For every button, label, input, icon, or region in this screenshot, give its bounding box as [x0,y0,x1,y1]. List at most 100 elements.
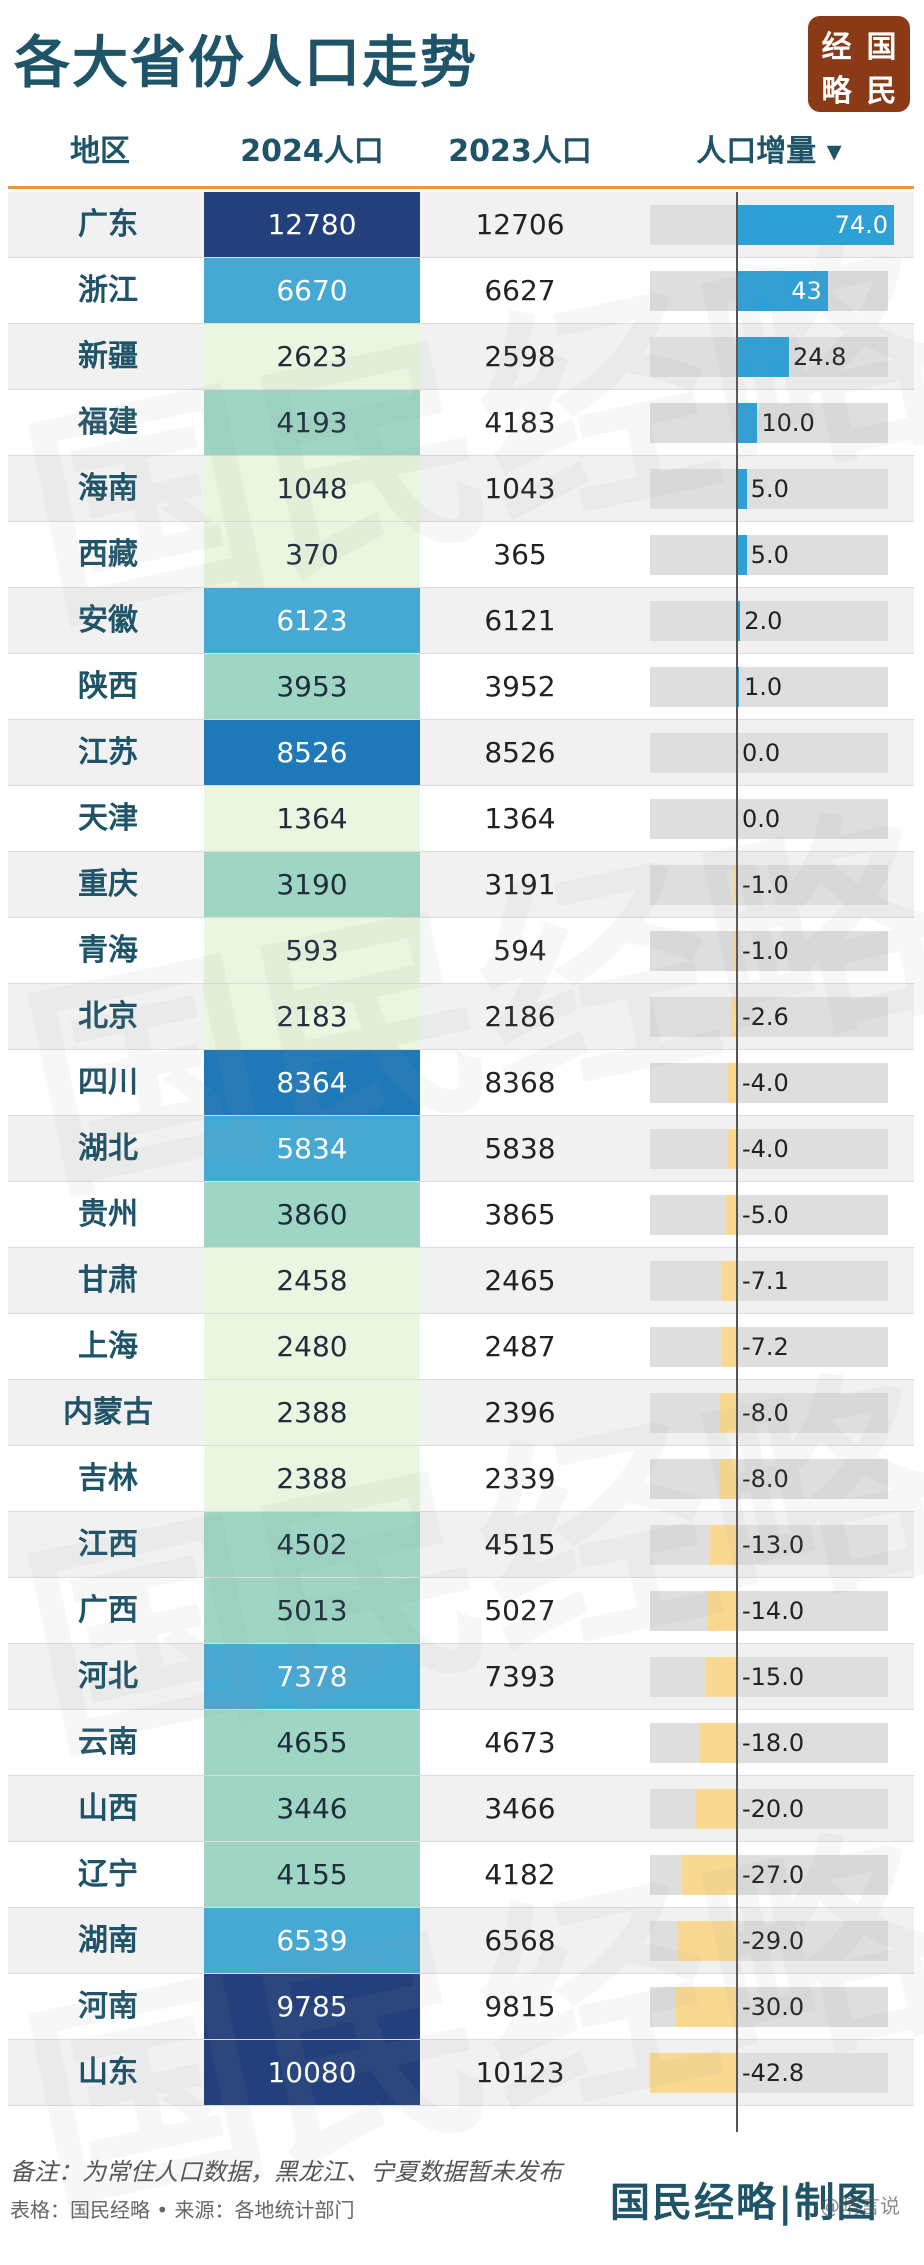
bar-track [650,1459,888,1499]
region-cell: 云南 [78,1725,138,1760]
region-cell: 海南 [78,471,138,506]
change-bar [705,1657,736,1697]
table-row: 安徽 6123 6121 2.0 [8,588,914,654]
population-2024-cell: 3860 [204,1182,420,1248]
row-divider [8,1907,914,1908]
change-bar [730,997,736,1037]
population-2024-cell: 3953 [204,654,420,720]
change-bar [719,1393,736,1433]
population-2023-cell: 1364 [484,802,556,835]
change-bar [707,1591,736,1631]
population-2024-cell: 2388 [204,1380,420,1446]
population-2024-cell: 6123 [204,588,420,654]
region-cell: 广东 [78,207,138,242]
population-2023-cell: 2396 [484,1396,556,1429]
change-label: -4.0 [742,1135,789,1163]
row-divider [8,2039,914,2040]
population-2023-cell: 2339 [484,1462,556,1495]
table-row: 青海 593 594 -1.0 [8,918,914,984]
logo-char: 国 [866,30,897,65]
table-row: 内蒙古 2388 2396 -8.0 [8,1380,914,1446]
table-row: 贵州 3860 3865 -5.0 [8,1182,914,1248]
population-2023-cell: 365 [493,538,547,571]
population-2024-cell: 4502 [204,1512,420,1578]
logo-char: 略 [821,74,852,109]
row-divider [8,653,914,654]
column-header-change[interactable]: 人口增量 ▾ [696,134,842,169]
population-2023-cell: 3952 [484,670,556,703]
row-divider [8,323,914,324]
logo-char: 经 [821,30,852,65]
change-bar [675,1987,736,2027]
change-label: 1.0 [744,673,783,701]
bar-track [650,1393,888,1433]
change-bar [719,1459,736,1499]
row-divider [8,851,914,852]
population-2024-cell: 9785 [204,1974,420,2040]
row-divider [8,1511,914,1512]
change-bar [736,205,894,245]
region-cell: 江苏 [78,735,138,770]
population-2023-cell: 8526 [484,736,556,769]
bar-track [650,403,888,443]
change-label: -30.0 [742,1993,805,2021]
bar-track [650,931,888,971]
row-divider [8,1445,914,1446]
bar-track [650,1327,888,1367]
region-cell: 陕西 [78,669,138,704]
change-label: -29.0 [742,1927,805,1955]
row-divider [8,1973,914,1974]
change-bar [736,337,789,377]
population-2024-cell: 8364 [204,1050,420,1116]
bar-track [650,535,888,575]
table-row: 山东 10080 10123 -42.8 [8,2040,914,2106]
change-bar [727,1063,736,1103]
row-divider [8,521,914,522]
change-label: -20.0 [742,1795,805,1823]
population-2024-cell: 4193 [204,390,420,456]
header-divider [8,186,914,189]
row-divider [8,1049,914,1050]
column-header-2024: 2024人口 [240,134,384,169]
change-bar [736,271,828,311]
table-row: 新疆 2623 2598 24.8 [8,324,914,390]
population-2024-cell: 2183 [204,984,420,1050]
change-label: -14.0 [742,1597,805,1625]
population-2023-cell: 6568 [484,1924,556,1957]
region-cell: 辽宁 [78,1857,138,1892]
region-cell: 西藏 [78,537,138,572]
change-bar [736,601,741,641]
population-2024-cell: 370 [204,522,420,588]
row-divider [8,983,914,984]
region-cell: 内蒙古 [63,1395,153,1430]
population-2023-cell: 8368 [484,1066,556,1099]
population-2024-cell: 2623 [204,324,420,390]
population-2023-cell: 4673 [484,1726,556,1759]
change-label: -8.0 [742,1399,789,1427]
table-row: 甘肃 2458 2465 -7.1 [8,1248,914,1314]
row-divider [8,917,914,918]
table-row: 云南 4655 4673 -18.0 [8,1710,914,1776]
table-row: 天津 1364 1364 0.0 [8,786,914,852]
population-2023-cell: 12706 [475,208,565,241]
row-divider [8,1643,914,1644]
table-row: 广西 5013 5027 -14.0 [8,1578,914,1644]
population-2024-cell: 2480 [204,1314,420,1380]
change-bar [733,931,736,971]
column-header-2023: 2023人口 [448,134,592,169]
logo-char: 民 [866,74,897,109]
bar-track [650,1195,888,1235]
change-bar [736,403,758,443]
bar-track [650,1657,888,1697]
table-row: 浙江 6670 6627 43 [8,258,914,324]
change-label: -42.8 [742,2059,805,2087]
row-divider [8,1709,914,1710]
bar-track [650,733,888,773]
region-cell: 北京 [78,999,138,1034]
change-label: 2.0 [744,607,783,635]
change-bar [721,1327,736,1367]
population-2024-cell: 2458 [204,1248,420,1314]
page-title: 各大省份人口走势 [14,31,478,96]
region-cell: 广西 [78,1593,138,1628]
